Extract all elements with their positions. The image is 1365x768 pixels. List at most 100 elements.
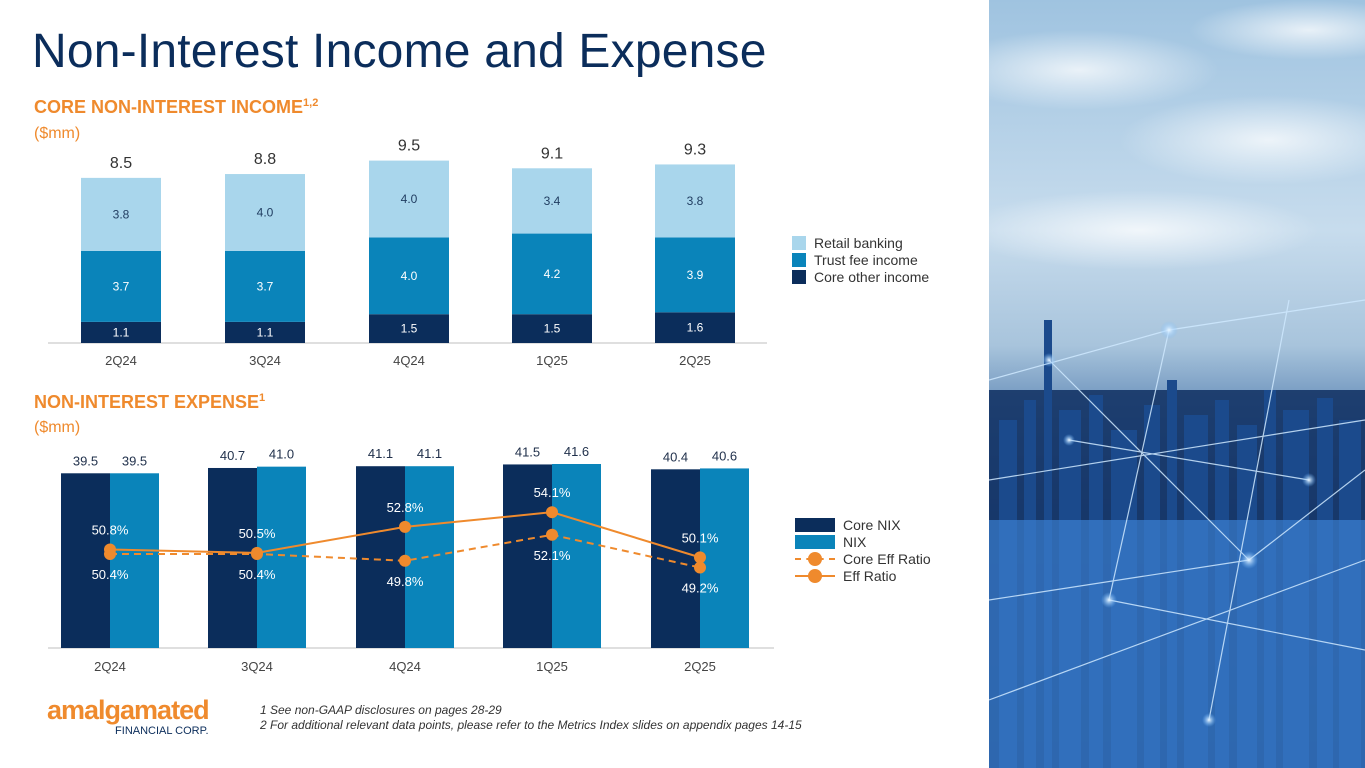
- x-tick-label-2q24: 2Q24: [105, 353, 137, 368]
- point-eff-ratio-3q24: [251, 546, 263, 559]
- bar-nix-2q24: [110, 473, 159, 648]
- value-label-nix-4q24: 41.1: [417, 446, 442, 461]
- x-tick-label-3q24: 3Q24: [249, 353, 281, 368]
- ratio-label-eff-ratio-2q24: 50.8%: [92, 522, 129, 537]
- bar-retail-banking-2q25: [655, 164, 735, 238]
- data-label-core-other-income-1q25: 1.5: [544, 322, 561, 336]
- ratio-label-core-eff-ratio-2q25: 49.2%: [682, 581, 719, 596]
- legend-swatch-nix: [795, 534, 835, 549]
- value-label-nix-1q25: 41.6: [564, 444, 589, 459]
- bar-retail-banking-1q25: [512, 168, 592, 234]
- x-tick-label-2q24: 2Q24: [94, 659, 126, 674]
- slide-title: Non-Interest Income and Expense: [32, 25, 767, 78]
- data-label-retail-banking-1q25: 3.4: [544, 194, 561, 208]
- bar-core-other-income-3q24: [225, 321, 305, 343]
- data-label-core-other-income-3q24: 1.1: [257, 325, 274, 339]
- legend-item-retail-banking: Retail banking: [792, 234, 929, 251]
- value-label-core-nix-1q25: 41.5: [515, 444, 540, 459]
- company-logo: amalgamated FINANCIAL CORP.: [47, 695, 210, 738]
- bar-core-nix-4q24: [356, 466, 405, 648]
- legend-item-core-eff-ratio: Core Eff Ratio: [795, 550, 931, 567]
- logo-wordmark: amalgamated: [47, 695, 210, 725]
- x-tick-label-1q25: 1Q25: [536, 353, 568, 368]
- expense-section-title: NON-INTEREST EXPENSE1: [34, 392, 265, 413]
- x-tick-label-2q25: 2Q25: [679, 353, 711, 368]
- data-label-trust-fee-income-2q25: 3.9: [687, 268, 704, 282]
- expense-chart: 39.5 39.5 2Q24 40.7 41.0 3Q24 41.1 41.1 4Q24 41.5…: [48, 444, 774, 674]
- x-tick-label-3q24: 3Q24: [241, 659, 273, 674]
- bar-nix-3q24: [257, 466, 306, 648]
- total-label-2q25: 9.3: [684, 141, 706, 158]
- point-core-eff-ratio-2q25: [694, 561, 706, 574]
- value-label-core-nix-2q25: 40.4: [663, 449, 688, 464]
- footnote-1: 1 See non-GAAP disclosures on pages 28-2…: [260, 703, 502, 717]
- legend-item-nix: NIX: [795, 533, 931, 550]
- legend-label-eff-ratio: Eff Ratio: [843, 567, 897, 584]
- total-label-3q24: 8.8: [254, 151, 276, 168]
- ratio-label-eff-ratio-3q24: 50.5%: [239, 526, 276, 541]
- bar-trust-fee-income-1q25: [512, 233, 592, 315]
- income-title-superscript: 1,2: [303, 97, 319, 109]
- ratio-label-eff-ratio-2q25: 50.1%: [682, 530, 719, 545]
- legend-swatch-core-nix: [795, 517, 835, 532]
- value-label-core-nix-2q24: 39.5: [73, 453, 98, 468]
- income-legend: Retail banking Trust fee income Core oth…: [792, 234, 929, 285]
- legend-swatch-core-other-income: [792, 269, 806, 284]
- data-label-retail-banking-2q25: 3.8: [687, 194, 704, 208]
- total-label-1q25: 9.1: [541, 145, 563, 162]
- bar-core-other-income-2q24: [81, 321, 161, 343]
- legend-item-core-other-income: Core other income: [792, 268, 929, 285]
- bar-retail-banking-4q24: [369, 160, 449, 238]
- bar-core-other-income-2q25: [655, 312, 735, 343]
- bar-core-nix-2q24: [61, 473, 110, 648]
- point-eff-ratio-2q25: [694, 551, 706, 564]
- bar-core-other-income-4q24: [369, 314, 449, 343]
- point-core-eff-ratio-1q25: [546, 528, 558, 541]
- legend-item-core-nix: Core NIX: [795, 516, 931, 533]
- point-eff-ratio-1q25: [546, 506, 558, 519]
- ratio-label-core-eff-ratio-4q24: 49.8%: [387, 574, 424, 589]
- value-label-nix-3q24: 41.0: [269, 447, 294, 462]
- ratio-label-core-eff-ratio-2q24: 50.4%: [92, 567, 129, 582]
- income-title-text: CORE NON-INTEREST INCOME: [34, 97, 304, 117]
- bar-trust-fee-income-2q24: [81, 250, 161, 322]
- x-tick-label-4q24: 4Q24: [389, 659, 421, 674]
- legend-swatch-eff-ratio: [795, 568, 835, 583]
- bar-core-nix-3q24: [208, 467, 257, 648]
- ratio-label-core-eff-ratio-3q24: 50.4%: [239, 567, 276, 582]
- x-tick-label-1q25: 1Q25: [536, 659, 568, 674]
- bar-core-other-income-1q25: [512, 314, 592, 343]
- data-label-core-other-income-2q25: 1.6: [687, 321, 704, 335]
- income-chart: 1.1 3.7 3.8 8.5 2Q24 1.1 3.7 4.0 8.8 3Q24 1.5 4.0 4.…: [48, 138, 767, 368]
- legend-swatch-core-eff-ratio: [795, 551, 835, 566]
- city-network-image: [989, 0, 1365, 768]
- income-units: ($mm): [34, 125, 81, 142]
- ratio-label-eff-ratio-4q24: 52.8%: [387, 500, 424, 515]
- expense-title-superscript: 1: [259, 392, 266, 404]
- point-eff-ratio-4q24: [399, 520, 411, 533]
- bar-retail-banking-3q24: [225, 174, 305, 251]
- data-label-retail-banking-3q24: 4.0: [257, 205, 274, 219]
- total-label-2q24: 8.5: [110, 155, 132, 172]
- city-illustration: [989, 0, 1365, 768]
- legend-item-eff-ratio: Eff Ratio: [795, 567, 931, 584]
- x-tick-label-2q25: 2Q25: [684, 659, 716, 674]
- value-label-nix-2q24: 39.5: [122, 453, 147, 468]
- legend-label-trust-fee-income: Trust fee income: [814, 251, 918, 268]
- bar-trust-fee-income-4q24: [369, 237, 449, 315]
- data-label-retail-banking-2q24: 3.8: [113, 207, 130, 221]
- value-label-nix-2q25: 40.6: [712, 448, 737, 463]
- expense-title-text: NON-INTEREST EXPENSE: [34, 392, 260, 412]
- point-eff-ratio-2q24: [104, 543, 116, 556]
- data-label-core-other-income-2q24: 1.1: [113, 325, 130, 339]
- ratio-label-core-eff-ratio-1q25: 52.1%: [534, 548, 571, 563]
- data-label-trust-fee-income-1q25: 4.2: [544, 267, 561, 281]
- bar-trust-fee-income-3q24: [225, 250, 305, 322]
- bar-trust-fee-income-2q25: [655, 237, 735, 313]
- legend-label-retail-banking: Retail banking: [814, 234, 903, 251]
- x-tick-label-4q24: 4Q24: [393, 353, 425, 368]
- value-label-core-nix-3q24: 40.7: [220, 448, 245, 463]
- ratio-label-eff-ratio-1q25: 54.1%: [534, 485, 571, 500]
- footnote-2: 2 For additional relevant data points, p…: [260, 718, 802, 732]
- value-label-core-nix-4q24: 41.1: [368, 446, 393, 461]
